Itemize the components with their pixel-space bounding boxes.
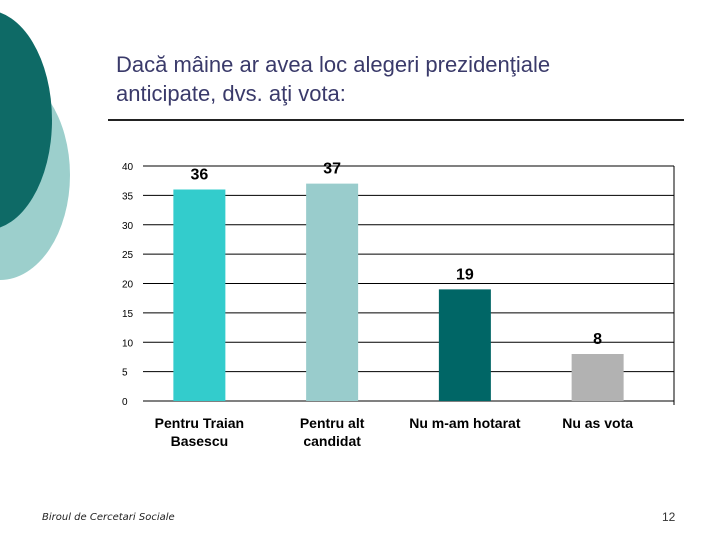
- title-divider: [108, 119, 684, 121]
- x-category-label: Basescu: [171, 433, 229, 449]
- page-number: 12: [662, 510, 676, 524]
- x-category-label: Nu m-am hotarat: [409, 415, 521, 431]
- y-tick-label: 30: [122, 221, 134, 232]
- y-tick-label: 0: [122, 397, 128, 408]
- decorative-circles: [0, 0, 120, 300]
- y-tick-label: 35: [122, 191, 134, 202]
- x-category-label: Pentru Traian: [155, 415, 244, 431]
- y-tick-label: 5: [122, 368, 128, 379]
- slide-title: Dacă mâine ar avea loc alegeri prezidenţ…: [116, 52, 551, 106]
- x-category-label: Nu as vota: [562, 415, 633, 431]
- data-label: 37: [323, 161, 341, 178]
- x-category-label: Pentru alt: [300, 415, 365, 431]
- y-tick-label: 20: [122, 280, 134, 291]
- data-label: 8: [593, 331, 602, 348]
- x-category-label: candidat: [303, 433, 361, 449]
- data-label: 36: [190, 167, 208, 184]
- y-tick-label: 40: [122, 162, 134, 173]
- bar: [173, 189, 226, 401]
- data-label: 19: [456, 266, 474, 283]
- y-tick-label: 15: [122, 309, 134, 320]
- bar: [571, 354, 624, 401]
- y-tick-label: 25: [122, 250, 134, 261]
- bar: [306, 183, 359, 401]
- bar: [438, 289, 491, 401]
- y-tick-label: 10: [122, 338, 134, 349]
- footer-source: Biroul de Cercetari Sociale: [42, 512, 175, 523]
